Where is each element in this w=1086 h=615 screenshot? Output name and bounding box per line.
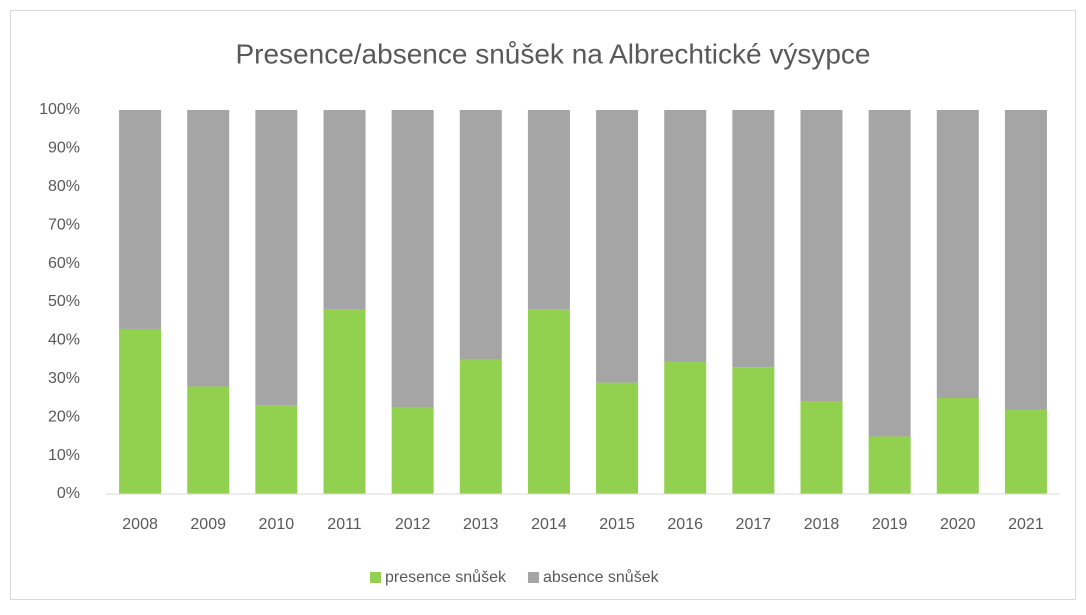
y-tick-label: 90% [48, 140, 80, 157]
bar-segment [936, 110, 979, 398]
x-tick-label: 2014 [531, 516, 567, 533]
bar-segment [1004, 110, 1047, 410]
y-tick-label: 60% [48, 255, 80, 272]
x-tick-label: 2009 [190, 516, 226, 533]
bar-segment [868, 436, 911, 494]
x-tick-label: 2011 [327, 516, 362, 533]
x-tick-label: 2008 [122, 516, 158, 533]
bar-segment [800, 110, 843, 402]
x-tick-label: 2013 [463, 516, 499, 533]
y-tick-label: 100% [39, 101, 80, 118]
x-tick-label: 2012 [395, 516, 431, 533]
bar-segment [664, 361, 707, 494]
x-tick-label: 2016 [667, 516, 703, 533]
bar-segment [732, 367, 775, 494]
y-tick-label: 20% [48, 408, 80, 425]
bar-segment [391, 407, 434, 494]
y-tick-label: 70% [48, 216, 80, 233]
bar-segment [868, 110, 911, 437]
bar-segment [732, 110, 775, 368]
bar-segment [255, 405, 298, 494]
x-tick-label: 2010 [259, 516, 295, 533]
x-tick-label: 2020 [940, 516, 976, 533]
bar-segment [1004, 409, 1047, 494]
x-tick-label: 2019 [872, 516, 908, 533]
bar-segment [800, 401, 843, 494]
y-tick-label: 10% [48, 447, 80, 464]
y-tick-label: 40% [48, 332, 80, 349]
legend-swatch [527, 572, 539, 583]
x-tick-label: 2021 [1008, 516, 1044, 533]
legend-swatch [370, 572, 381, 583]
bar-segment [936, 398, 979, 494]
bar-segment [527, 309, 570, 494]
chart-title: Presence/absence snůšek na Albrechtické … [235, 38, 870, 69]
y-tick-label: 80% [48, 178, 80, 195]
x-tick-label: 2017 [736, 516, 772, 533]
y-tick-label: 30% [48, 370, 80, 387]
bar-segment [391, 110, 434, 408]
bar-segment [596, 110, 639, 383]
bar-segment [664, 110, 707, 362]
y-tick-label: 50% [48, 293, 80, 310]
bar-segment [459, 110, 502, 360]
bar-segment [187, 110, 230, 387]
y-tick-label: 0% [57, 485, 80, 502]
x-tick-label: 2015 [599, 516, 635, 533]
bar-segment [187, 386, 230, 494]
bar-segment [459, 359, 502, 494]
bar-segment [119, 110, 162, 329]
bar-segment [119, 328, 162, 494]
legend-label: absence snůšek [543, 568, 660, 586]
x-tick-label: 2018 [804, 516, 840, 533]
bar-segment [323, 110, 366, 310]
bar-segment [527, 110, 570, 310]
bar-segment [323, 309, 366, 494]
bar-segment [596, 382, 639, 494]
legend-label: presence snůšek [385, 568, 507, 586]
bar-segment [255, 110, 298, 406]
